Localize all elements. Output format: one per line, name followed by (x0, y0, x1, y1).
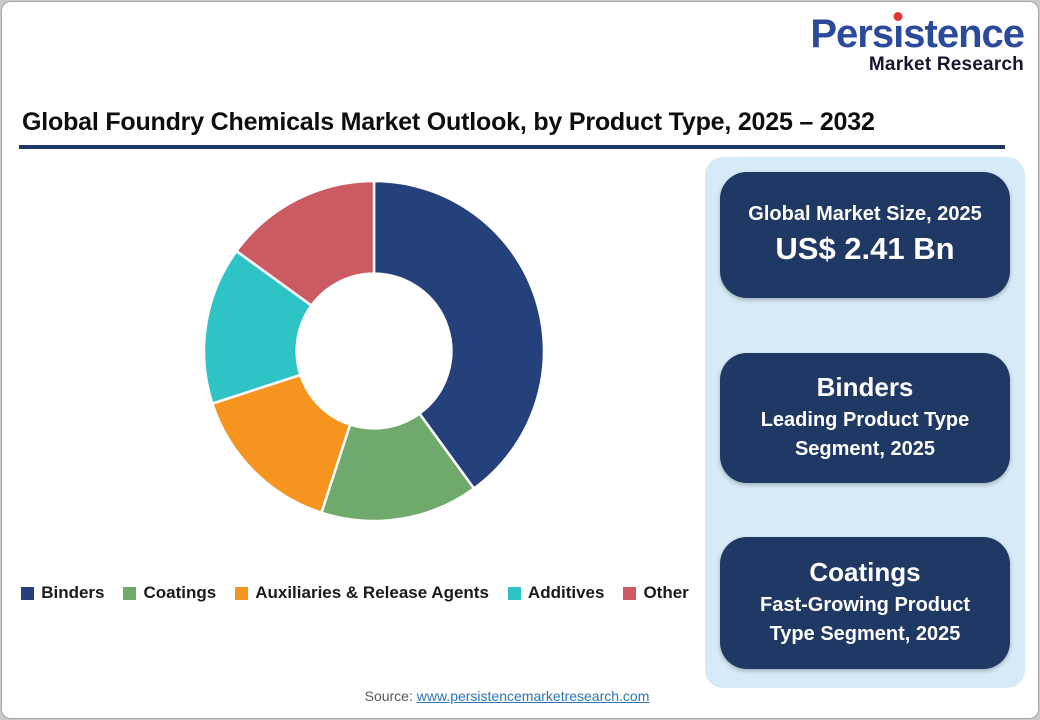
legend-item: Coatings (123, 583, 216, 603)
legend-item: Binders (21, 583, 104, 603)
legend-label: Other (643, 583, 689, 602)
brand-name: Persıstence (810, 12, 1025, 56)
fast-growing-segment-caption: Fast-Growing Product Type Segment, 2025 (760, 594, 970, 645)
donut-chart-svg (202, 179, 546, 523)
highlights-panel: Global Market Size, 2025 US$ 2.41 Bn Bin… (705, 157, 1025, 688)
legend-item: Auxiliaries & Release Agents (235, 583, 489, 603)
legend-item: Other (623, 583, 689, 603)
leading-segment-name: Binders (816, 371, 914, 402)
donut-slice-coatings (320, 412, 476, 523)
source-label: Source: (364, 688, 413, 704)
legend-item: Additives (507, 583, 605, 603)
market-size-card: Global Market Size, 2025 US$ 2.41 Bn (720, 172, 1010, 298)
donut-slice-additives (202, 249, 313, 405)
donut-slice-other (235, 179, 376, 307)
legend-swatch-icon (507, 586, 521, 600)
donut-slice-binders (372, 179, 546, 490)
leading-segment-caption: Leading Product Type Segment, 2025 (760, 408, 970, 460)
market-size-value: US$ 2.41 Bn (775, 231, 955, 266)
brand-tagline: Market Research (868, 54, 1024, 75)
fast-growing-segment-name: Coatings (809, 557, 921, 587)
brand-logo: Persıstence Market Research (810, 12, 1025, 75)
legend-label: Additives (527, 583, 605, 602)
legend-swatch-icon (21, 586, 35, 600)
legend-swatch-icon (123, 586, 137, 600)
logo-dotted-i: ı (893, 12, 904, 56)
chart-legend: Binders Coatings Auxiliaries & Release Age… (2, 583, 708, 603)
donut-chart (192, 169, 556, 533)
source-line: Source: www.persistencemarketresearch.co… (2, 688, 1012, 704)
fast-growing-segment-card: Coatings Fast-Growing Product Type Segme… (720, 537, 1010, 669)
legend-swatch-icon (623, 586, 637, 600)
title-underline (19, 145, 1005, 149)
donut-slice-auxiliaries-release-agents (211, 373, 352, 514)
legend-swatch-icon (235, 586, 249, 600)
page-title: Global Foundry Chemicals Market Outlook,… (22, 108, 875, 136)
market-size-title: Global Market Size, 2025 (748, 203, 982, 225)
leading-segment-card: Binders Leading Product Type Segment, 20… (720, 352, 1010, 483)
legend-label: Binders (41, 583, 105, 602)
legend-label: Coatings (143, 583, 217, 602)
legend-label: Auxiliaries & Release Agents (255, 583, 489, 602)
source-link[interactable]: www.persistencemarketresearch.com (416, 688, 650, 704)
